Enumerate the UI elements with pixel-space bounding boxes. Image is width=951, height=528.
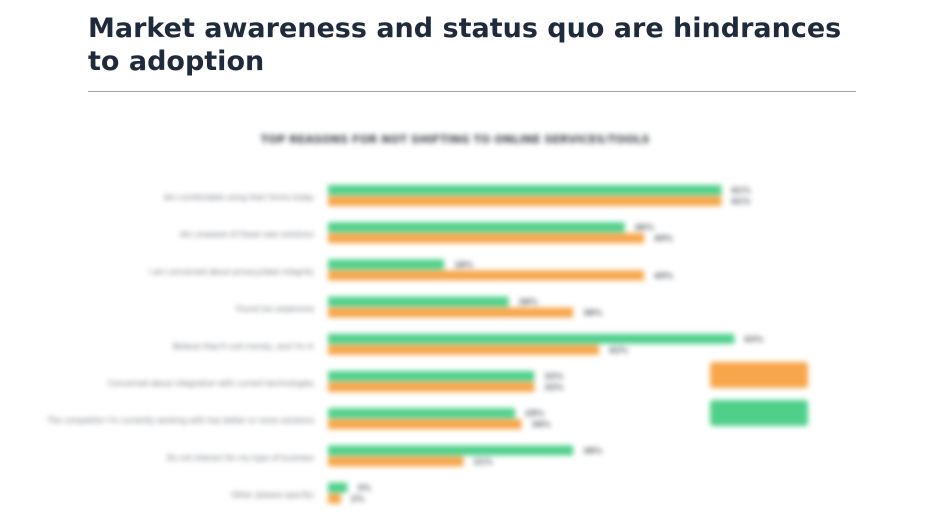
bar-orange [328,493,341,504]
data-label-orange: 2% [351,495,365,504]
data-label-orange: 30% [532,420,551,429]
legend-swatch-orange [710,362,808,388]
data-label-orange: 21% [473,457,492,466]
data-label-orange: 61% [731,197,750,206]
bar-green [328,408,516,419]
data-label-green: 29% [525,409,544,418]
bar-green [328,259,445,270]
data-label-green: 3% [357,484,371,493]
bar-orange [328,382,535,392]
bar-orange [328,419,522,430]
bar-orange [328,270,645,281]
data-label-orange: 38% [583,309,602,318]
data-label-green: 18% [454,260,473,269]
bar-green [328,296,509,307]
category-labels: Am comfortable using their forms today Am… [46,193,314,500]
bar-green [328,371,535,381]
data-label-orange: 49% [654,271,673,280]
page-title: Market awareness and status quo are hind… [88,13,842,77]
bar-orange [328,456,464,467]
bar-orange [328,233,645,244]
data-label-orange: 49% [654,234,673,243]
category-label: Other (please specify) [231,491,314,500]
data-label-green: 46% [635,223,654,232]
bar-green [328,185,722,195]
data-label-green: 32% [544,372,563,381]
chart-title: TOP REASONS FOR NOT SHIFTING TO ONLINE S… [261,133,650,146]
category-label: Am comfortable using their forms today [164,193,315,202]
data-label-orange: 32% [544,383,563,392]
data-labels: 61%61%46%49%18%49%28%38%63%42%32%32%29%3… [351,186,764,504]
data-label-green: 38% [583,446,602,455]
title-divider [88,91,856,92]
bars [328,185,735,504]
legend [710,362,808,426]
category-label: Believe they'll cost money, and I'm in [173,342,314,351]
category-label: Do not interact for my type of business [167,453,314,462]
data-label-green: 28% [519,298,538,307]
bar-orange [328,344,599,355]
category-label: The competitor I'm currently working wit… [46,416,314,425]
category-label: I am concerned about privacy/data integr… [148,267,314,276]
bar-green [328,222,625,233]
category-label: Found too expensive [236,305,314,314]
category-label: Concerned about integration with current… [108,379,314,388]
data-label-green: 63% [744,335,763,344]
bar-orange [328,196,722,206]
data-label-green: 61% [731,186,750,195]
legend-swatch-green [710,400,808,426]
bar-green [328,482,348,493]
bar-green [328,333,735,344]
data-label-orange: 42% [609,346,628,355]
bar-orange [328,307,574,318]
bar-green [328,445,574,456]
category-label: Am unaware of these new solutions [180,230,314,239]
